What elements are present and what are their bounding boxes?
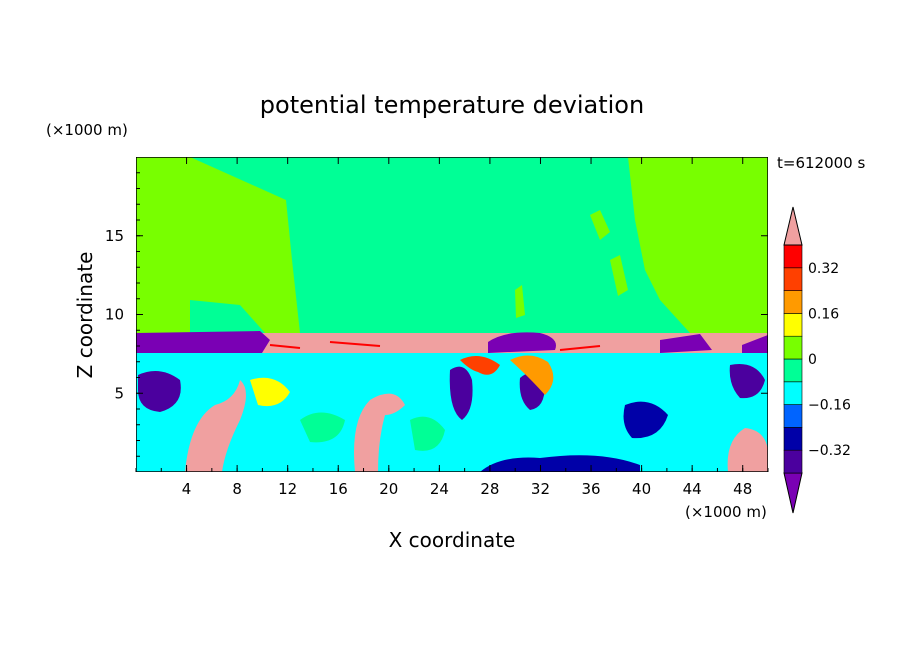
tropopause-purple-west [136,331,270,353]
colorbar-band [783,313,803,337]
x-tick-label: 28 [480,480,499,498]
colorbar-label: 0 [808,352,817,368]
x-tick-label: 36 [581,480,600,498]
colorbar-label: −0.16 [808,398,851,414]
x-tick-label: 4 [182,480,192,498]
colorbar-extend-max [783,206,803,246]
x-tick-label: 20 [379,480,398,498]
y-unit-label: (×1000 m) [46,121,128,139]
upper-layer-green-streak [515,210,628,318]
colorbar-label: 0.32 [808,261,839,277]
x-tick-label: 16 [329,480,348,498]
colorbar-band [783,381,803,405]
x-unit-label: (×1000 m) [685,503,767,521]
plume-pink-1 [185,380,246,472]
upper-layer-green-patch [190,300,265,333]
colorbar-band [783,267,803,291]
eddy-yellow-1 [250,377,290,407]
colorbar-band [783,449,803,474]
colorbar-band [783,358,803,383]
eddy-purple-1 [138,371,181,412]
eddy-purple-4 [729,364,765,399]
x-tick-label: 24 [430,480,449,498]
y-tick-label: 5 [114,384,124,402]
eddy-red-2 [510,355,554,395]
y-axis-label: Z coordinate [73,252,97,379]
tropopause-purple-mid [488,332,556,353]
x-axis-ticks: 4 8 12 16 20 24 28 32 36 40 44 48 [135,157,769,498]
eddy-navy-floor [480,455,640,472]
eddy-green-2 [410,416,445,451]
time-label: t=612000 s [777,154,865,172]
eddy-green-1 [300,412,345,443]
eddy-red-1 [460,356,500,375]
x-tick-label: 40 [632,480,651,498]
colorbar: −0.32 −0.16 0 0.16 0.32 [783,206,851,514]
eddy-purple-2 [449,366,473,420]
convective-layer [136,353,768,472]
colorbar-band [783,335,803,360]
plume-pink-3 [727,428,768,472]
tropopause-red-lines [269,341,601,351]
x-tick-label: 12 [278,480,297,498]
x-tick-label: 44 [683,480,702,498]
plume-pink-2 [354,393,405,472]
colorbar-label: 0.16 [808,306,839,322]
colorbar-band [783,290,803,314]
y-tick-label: 15 [105,227,124,245]
x-tick-label: 32 [531,480,550,498]
colorbar-band [783,427,803,451]
upper-layer-green-region [190,157,690,333]
colorbar-label: −0.32 [808,443,851,459]
x-tick-label: 8 [232,480,242,498]
colorbar-extend-min [783,472,803,514]
eddy-blue-1 [623,401,668,439]
colorbar-band [783,404,803,428]
x-tick-label: 48 [733,480,752,498]
colorbar-band [783,244,803,269]
y-tick-label: 10 [105,306,124,324]
contour-field [136,157,768,472]
x-axis-label: X coordinate [389,528,516,552]
tropopause-purple-east [660,334,768,353]
chart-title: potential temperature deviation [260,91,644,119]
y-axis-ticks: 5 10 15 [105,172,768,457]
